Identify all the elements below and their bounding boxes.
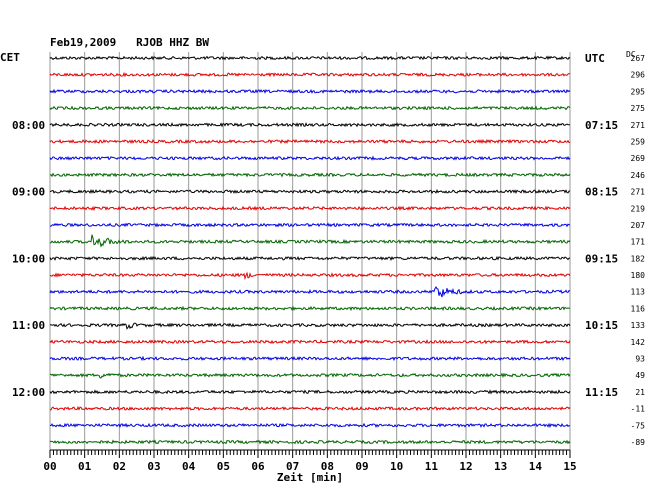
left-hour-label: 10:00 — [12, 252, 45, 265]
trace-line — [49, 88, 571, 95]
x-tick-label: 13 — [494, 460, 507, 473]
x-tick-label: 11 — [425, 460, 439, 473]
x-tick-label: 00 — [43, 460, 56, 473]
x-tick-label: 08 — [321, 460, 334, 473]
x-tick-label: 15 — [563, 460, 576, 473]
dc-offset-label: 21 — [635, 388, 645, 397]
trace-line — [49, 122, 571, 128]
trace-line — [49, 405, 571, 412]
trace-line — [49, 155, 571, 161]
x-tick-label: 03 — [147, 460, 160, 473]
dc-offset-label: 207 — [631, 221, 646, 230]
left-hour-label: 08:00 — [12, 119, 45, 132]
right-hour-label: UTC — [585, 52, 605, 65]
trace-line — [49, 339, 571, 345]
right-hour-label: 09:15 — [585, 252, 618, 265]
dc-offset-label: 182 — [631, 254, 646, 263]
x-axis-label: Zeit [min] — [277, 471, 343, 484]
x-tick-label: 01 — [78, 460, 92, 473]
trace-line — [49, 71, 570, 78]
dc-offset-label: 275 — [631, 104, 646, 113]
trace-line — [49, 389, 571, 395]
dc-offset-label: 296 — [631, 71, 646, 80]
trace-line — [49, 205, 571, 212]
x-tick-label: 04 — [182, 460, 196, 473]
dc-header: DC — [626, 50, 636, 59]
x-tick-label: 09 — [355, 460, 368, 473]
right-hour-label: 08:15 — [585, 186, 618, 199]
trace-line — [49, 55, 571, 61]
trace-line — [49, 372, 571, 379]
dc-offset-label: 113 — [631, 288, 646, 297]
dc-offset-label: 246 — [631, 171, 646, 180]
trace-line — [49, 422, 571, 429]
trace-line — [49, 439, 571, 445]
dc-offset-label: -11 — [631, 405, 646, 414]
right-hour-label: 10:15 — [585, 319, 618, 332]
dc-offset-label: 259 — [631, 137, 646, 146]
x-tick-label: 06 — [251, 460, 265, 473]
dc-offset-label: 271 — [631, 121, 646, 130]
trace-line — [49, 138, 571, 145]
dc-offset-label: 267 — [631, 54, 646, 63]
dc-offset-label: 269 — [631, 154, 646, 163]
dc-offset-label: 180 — [631, 271, 646, 280]
left-hour-label: 12:00 — [12, 386, 45, 399]
trace-line — [49, 255, 570, 261]
trace-line — [49, 286, 571, 298]
x-tick-label: 10 — [390, 460, 403, 473]
dc-offset-label: 171 — [631, 238, 646, 247]
trace-line — [49, 172, 571, 178]
trace-line — [49, 305, 571, 312]
trace-line — [49, 322, 571, 330]
dc-offset-label: 271 — [631, 188, 646, 197]
dc-offset-label: 116 — [631, 304, 646, 313]
dc-offset-label: 142 — [631, 338, 646, 347]
dc-offset-label: -89 — [631, 438, 646, 447]
x-tick-label: 05 — [217, 460, 230, 473]
dc-offset-label: 295 — [631, 87, 646, 96]
trace-line — [49, 188, 571, 195]
trace-line — [49, 355, 571, 362]
chart-title: Feb19,2009 RJOB HHZ BW — [50, 36, 209, 49]
left-hour-label: 09:00 — [12, 186, 45, 199]
x-tick-label: 12 — [459, 460, 472, 473]
trace-line — [49, 271, 571, 281]
x-tick-label: 07 — [286, 460, 299, 473]
dc-offset-label: 49 — [635, 371, 645, 380]
trace-line — [49, 234, 571, 248]
x-tick-label: 14 — [529, 460, 543, 473]
right-hour-label: 11:15 — [585, 386, 618, 399]
dc-offset-label: 133 — [631, 321, 646, 330]
x-tick-label: 02 — [113, 460, 126, 473]
trace-line — [49, 105, 571, 111]
left-hour-label: 11:00 — [12, 319, 45, 332]
dc-offset-label: -75 — [631, 421, 646, 430]
trace-line — [50, 222, 571, 228]
dc-offset-label: 93 — [635, 355, 645, 364]
dc-offset-label: 219 — [631, 204, 646, 213]
left-timezone-label: CET — [0, 51, 20, 64]
right-hour-label: 07:15 — [585, 119, 618, 132]
